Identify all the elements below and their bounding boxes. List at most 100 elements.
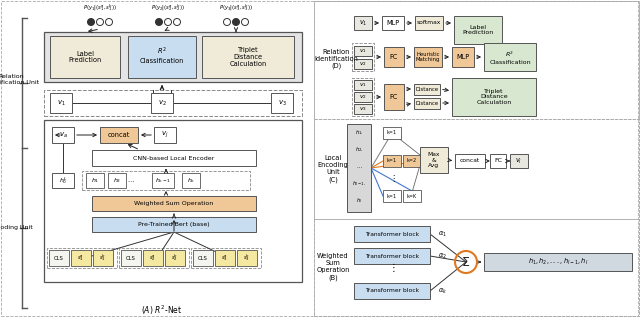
Bar [152,173,174,188]
Bar [420,147,448,173]
Bar [86,173,104,188]
Bar [354,59,372,69]
Text: Local
Encoding
Unit
(C): Local Encoding Unit (C) [317,155,348,183]
Text: $v_j$: $v_j$ [161,130,169,140]
Circle shape [241,18,248,25]
Bar [354,16,372,30]
Circle shape [88,18,95,25]
Bar [182,173,200,188]
Text: $\cdots$: $\cdots$ [127,178,135,183]
Text: concat: concat [108,132,130,138]
Text: FC: FC [390,94,398,100]
Text: k=2: k=2 [407,158,417,164]
Bar [454,16,502,44]
Bar [383,155,401,167]
Circle shape [223,18,230,25]
Bar [93,250,113,266]
Bar [52,127,74,143]
Bar [384,84,404,110]
Text: FC: FC [494,158,502,164]
Text: CLS: CLS [126,256,136,261]
Bar [383,190,401,202]
Text: Encoding Unit: Encoding Unit [0,225,33,230]
Text: Transformer block: Transformer block [365,231,419,236]
Text: $v_2$: $v_2$ [157,98,166,107]
Text: $v_2$: $v_2$ [359,93,367,101]
Bar [354,92,372,102]
Bar [215,250,235,266]
Text: $h_{l-1,}$: $h_{l-1,}$ [352,180,366,188]
Bar [415,16,443,30]
Text: Heuristic
Matching: Heuristic Matching [416,52,440,62]
Text: softmax: softmax [417,21,441,25]
Bar [47,248,117,268]
Text: Transformer block: Transformer block [365,254,419,258]
Bar [151,93,173,113]
Text: $s_3^b$: $s_3^b$ [243,253,251,263]
Circle shape [232,18,239,25]
Bar [108,173,126,188]
Text: k=1: k=1 [387,193,397,198]
Bar [143,250,163,266]
Bar [119,248,189,268]
Text: CLS: CLS [198,256,208,261]
Text: $v_1$: $v_1$ [359,81,367,89]
Text: $(A)\ R^2\text{-Net}$: $(A)\ R^2\text{-Net}$ [141,303,182,317]
Bar [50,93,72,113]
Text: Triplet
Distance
Calculation: Triplet Distance Calculation [476,89,511,105]
Bar [490,154,506,168]
Bar [193,250,213,266]
Bar [154,127,176,143]
Bar [352,43,374,71]
Text: $\alpha_2$: $\alpha_2$ [438,251,447,261]
Bar [314,219,639,316]
Bar [452,47,474,67]
Text: $h_{k-1}$: $h_{k-1}$ [155,176,171,185]
Bar [121,250,141,266]
Bar [484,253,632,271]
Bar [347,124,371,212]
Text: $v_a$: $v_a$ [59,130,67,139]
Text: $v_1$: $v_1$ [56,98,65,107]
Bar [354,226,430,242]
Bar [92,196,256,211]
Bar [82,171,250,190]
Circle shape [173,18,180,25]
Bar [354,46,372,56]
Bar [191,248,261,268]
Text: Label
Prediction: Label Prediction [462,25,493,36]
Text: $v_1$: $v_1$ [359,47,367,55]
Bar [71,250,91,266]
Bar [92,150,256,166]
Text: $\Sigma$: $\Sigma$ [461,256,470,268]
Bar [354,104,372,114]
Bar [354,80,372,90]
Text: CLS: CLS [54,256,64,261]
Bar [455,154,485,168]
Text: CNN-based Local Encoder: CNN-based Local Encoder [133,156,214,160]
Text: $v_i$: $v_i$ [515,156,523,165]
Bar [510,154,528,168]
Text: Relation: Relation [0,74,24,79]
Text: $h_{1,}$: $h_{1,}$ [355,129,364,137]
Bar [50,36,120,78]
Text: $s_2^a$: $s_2^a$ [150,253,157,263]
Bar [414,47,442,67]
Text: $\vdots$: $\vdots$ [388,262,396,275]
Bar [44,90,302,116]
Text: $P(y_3|(s_3^a,s_3^b))$: $P(y_3|(s_3^a,s_3^b))$ [219,3,253,13]
Bar [414,98,440,109]
Text: Relation
Identification
(D): Relation Identification (D) [314,49,358,69]
Text: $\alpha_1$: $\alpha_1$ [438,230,447,239]
Bar [314,1,639,316]
Text: $s_1^a$: $s_1^a$ [77,253,84,263]
Text: Triplet
Distance
Calculation: Triplet Distance Calculation [229,47,267,67]
Text: $s_3^a$: $s_3^a$ [221,253,228,263]
Text: $h_1,h_2,...,h_{l-1},h_l$: $h_1,h_2,...,h_{l-1},h_l$ [528,257,588,267]
Bar [403,155,421,167]
Text: $h_2$: $h_2$ [113,176,121,185]
Bar [128,36,196,78]
Bar [49,250,69,266]
Bar [403,190,421,202]
Text: $P(y_1|(s_1^a,s_1^b))$: $P(y_1|(s_1^a,s_1^b))$ [83,3,117,13]
